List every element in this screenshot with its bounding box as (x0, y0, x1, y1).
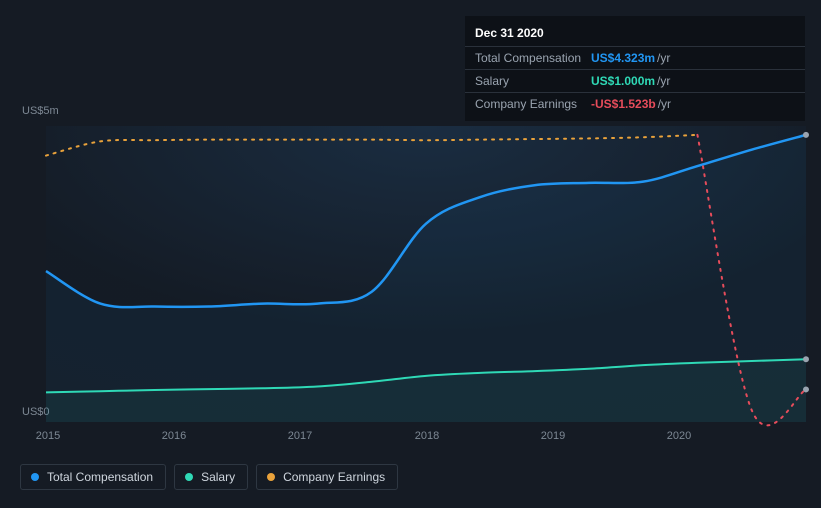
plot-area[interactable] (46, 126, 806, 422)
x-tick-label: 2015 (36, 430, 60, 442)
tooltip-row-label: Company Earnings (475, 96, 591, 112)
tooltip-row: Total CompensationUS$4.323m /yr (465, 46, 805, 69)
x-tick-label: 2019 (541, 430, 565, 442)
legend-label: Company Earnings (283, 470, 385, 484)
tooltip-row-label: Salary (475, 73, 591, 89)
tooltip-row-value: US$4.323m (591, 50, 655, 66)
compensation-chart: Dec 31 2020 Total CompensationUS$4.323m … (0, 0, 821, 508)
x-tick-label: 2018 (415, 430, 439, 442)
tooltip-row-value: US$1.000m (591, 73, 655, 89)
tooltip-row-label: Total Compensation (475, 50, 591, 66)
x-tick-label: 2017 (288, 430, 312, 442)
legend-swatch-icon (31, 473, 39, 481)
series-end-dot-earnings (803, 386, 809, 392)
tooltip-row: SalaryUS$1.000m /yr (465, 69, 805, 92)
legend-item[interactable]: Company Earnings (256, 464, 398, 490)
tooltip-row-unit: /yr (658, 96, 671, 112)
x-tick-label: 2020 (667, 430, 691, 442)
legend-swatch-icon (185, 473, 193, 481)
series-end-dot-salary (803, 356, 809, 362)
chart-legend: Total Compensation Salary Company Earnings (20, 464, 398, 490)
legend-swatch-icon (267, 473, 275, 481)
legend-label: Total Compensation (47, 470, 153, 484)
series-end-dot-total_comp (803, 132, 809, 138)
series-line-earnings-positive (46, 135, 697, 156)
tooltip-row-unit: /yr (657, 50, 670, 66)
y-tick-max: US$5m (22, 105, 59, 117)
legend-item[interactable]: Salary (174, 464, 248, 490)
tooltip-row: Company Earnings-US$1.523b /yr (465, 92, 805, 115)
legend-label: Salary (201, 470, 235, 484)
tooltip-title: Dec 31 2020 (465, 22, 805, 46)
tooltip-row-unit: /yr (657, 73, 670, 89)
chart-tooltip: Dec 31 2020 Total CompensationUS$4.323m … (465, 16, 805, 121)
legend-item[interactable]: Total Compensation (20, 464, 166, 490)
tooltip-row-value: -US$1.523b (591, 96, 656, 112)
x-tick-label: 2016 (162, 430, 186, 442)
